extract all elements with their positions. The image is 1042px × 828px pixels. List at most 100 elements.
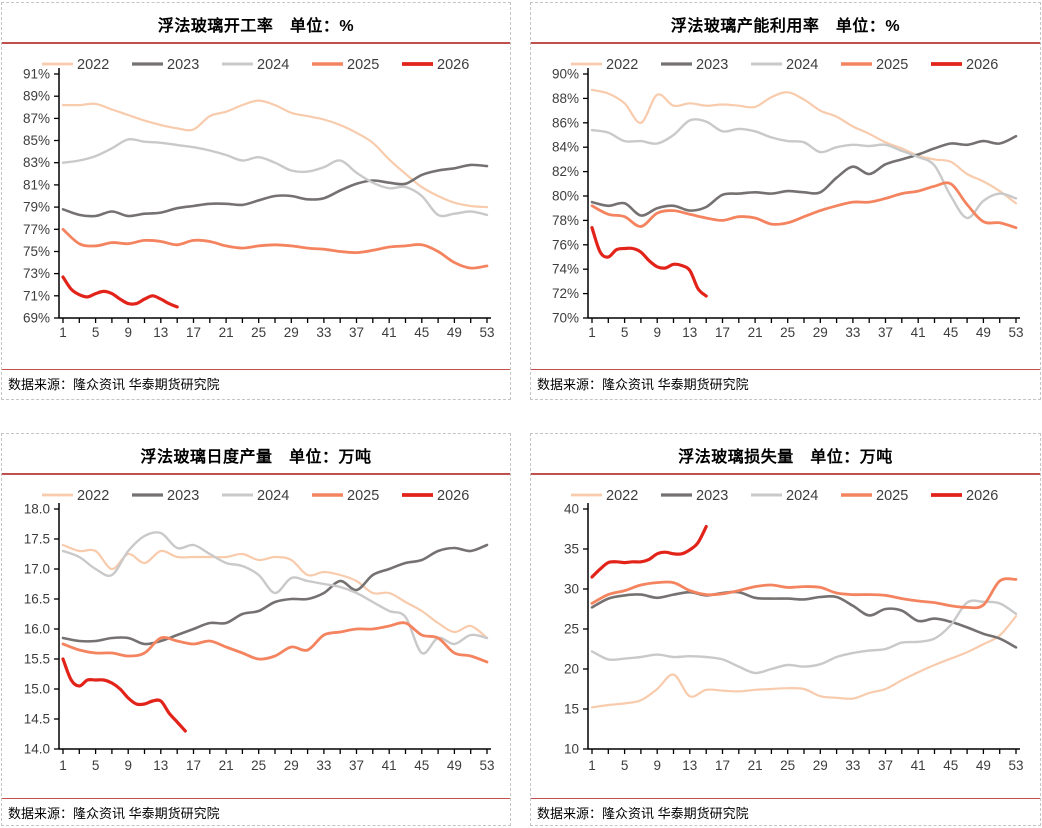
x-tick-label: 33 (316, 758, 331, 773)
panel-spacer (531, 351, 1040, 369)
y-tick-label: 73% (23, 266, 50, 281)
legend-label-2025: 2025 (347, 488, 379, 504)
y-tick-label: 91% (23, 67, 50, 82)
y-tick-label: 82% (552, 164, 579, 179)
x-tick-label: 1 (588, 325, 596, 340)
y-tick-label: 17.0 (24, 562, 50, 577)
y-tick-label: 18.0 (24, 502, 50, 517)
legend-label-2022: 2022 (77, 488, 109, 504)
series-line-2022 (61, 543, 489, 640)
legend-label-2024: 2024 (786, 57, 818, 73)
source-note: 数据来源：隆众资讯 华泰期货研究院 (8, 377, 220, 392)
y-tick-label: 25 (564, 622, 579, 637)
series-line-2026 (590, 525, 708, 579)
x-tick-label: 45 (943, 325, 958, 340)
legend-label-2023: 2023 (696, 57, 728, 73)
y-tick-label: 88% (552, 91, 579, 106)
legend-label-2025: 2025 (876, 57, 908, 73)
y-tick-label: 72% (552, 286, 579, 301)
title-rule (531, 42, 1040, 44)
x-tick-label: 29 (284, 758, 299, 773)
x-tick-label: 41 (382, 758, 397, 773)
series-line-2022 (590, 88, 1018, 205)
y-tick-label: 40 (564, 502, 579, 517)
legend-label-2024: 2024 (257, 57, 289, 73)
y-tick-label: 76% (552, 237, 579, 252)
y-tick-label: 20 (564, 662, 579, 677)
source-rule (531, 369, 1040, 370)
y-tick-label: 14.5 (24, 712, 50, 727)
x-tick-label: 1 (59, 325, 67, 340)
y-tick-label: 83% (23, 155, 50, 170)
y-tick-label: 74% (552, 262, 579, 277)
x-tick-label: 21 (748, 325, 763, 340)
y-tick-label: 16.5 (24, 592, 50, 607)
y-tick-label: 75% (23, 244, 50, 259)
line-chart-loss-volume: 2022 2023 2024 2025 2026 40 35 30 25 20 15 10 1 5 9 13 1… (531, 475, 1040, 798)
source-rule (2, 798, 510, 799)
legend-label-2026: 2026 (437, 57, 469, 73)
source-note: 数据来源：隆众资讯 华泰期货研究院 (537, 377, 749, 392)
x-tick-label: 9 (653, 758, 661, 773)
y-tick-label: 85% (23, 133, 50, 148)
x-tick-label: 1 (59, 758, 67, 773)
line-chart-daily-output: 2022 2023 2024 2025 2026 18.0 17.5 17.0 16.5 16.0… (2, 475, 510, 798)
x-tick-label: 25 (780, 758, 795, 773)
legend-label-2026: 2026 (966, 488, 998, 504)
y-tick-label: 89% (23, 89, 50, 104)
series-line-2025 (61, 621, 489, 664)
y-tick-label: 14.0 (24, 742, 50, 757)
legend-label-2026: 2026 (966, 57, 998, 73)
chart-svg: 2022 2023 2024 2025 2026 90% 88% 86% 84% 82% 80% 78… (552, 57, 1024, 340)
series-line-2025 (590, 577, 1018, 610)
panel-spacer (2, 351, 510, 369)
series-line-2022 (590, 615, 1018, 709)
series-line-2025 (61, 227, 489, 270)
chart-panel-capacity-utilization: 浮法玻璃产能利用率 单位：% 2022 2023 2024 2025 2026 90% 88… (530, 2, 1041, 400)
x-tick-label: 33 (845, 758, 860, 773)
x-tick-label: 25 (251, 758, 266, 773)
x-tick-label: 21 (219, 325, 234, 340)
source-note: 数据来源：隆众资讯 华泰期货研究院 (537, 806, 749, 821)
x-tick-label: 29 (284, 325, 299, 340)
x-tick-label: 37 (878, 758, 893, 773)
legend-label-2023: 2023 (167, 488, 199, 504)
y-tick-label: 71% (23, 288, 50, 303)
legend-label-2025: 2025 (347, 57, 379, 73)
x-tick-label: 45 (414, 325, 429, 340)
y-tick-label: 80% (552, 189, 579, 204)
chart-title: 浮法玻璃日度产量 单位：万吨 (140, 449, 372, 466)
x-tick-label: 37 (349, 325, 364, 340)
x-tick-label: 21 (748, 758, 763, 773)
chart-svg: 2022 2023 2024 2025 2026 91% 89% 87% 85% 83% 81% 79… (23, 57, 495, 340)
series-line-2026 (61, 275, 179, 309)
series-line-2026 (590, 226, 708, 298)
chart-panel-operating-rate: 浮法玻璃开工率 单位：% 2022 2023 2024 2025 2026 91% 89% 8… (1, 2, 511, 400)
x-tick-label: 17 (715, 758, 730, 773)
y-tick-label: 15 (564, 702, 579, 717)
legend-label-2024: 2024 (257, 488, 289, 504)
title-rule (2, 473, 510, 475)
x-tick-label: 53 (479, 325, 494, 340)
series-line-2023 (590, 590, 1018, 649)
x-tick-label: 29 (813, 758, 828, 773)
x-tick-label: 9 (124, 758, 132, 773)
y-tick-label: 30 (564, 582, 579, 597)
source-note: 数据来源：隆众资讯 华泰期货研究院 (8, 806, 220, 821)
x-tick-label: 5 (92, 325, 100, 340)
y-tick-label: 35 (564, 542, 579, 557)
series-line-2024 (61, 531, 489, 655)
y-tick-label: 81% (23, 177, 50, 192)
x-tick-label: 5 (92, 758, 100, 773)
series-line-2023 (590, 134, 1018, 217)
title-rule (531, 473, 1040, 475)
x-tick-label: 53 (1008, 758, 1023, 773)
x-tick-label: 9 (653, 325, 661, 340)
x-tick-label: 21 (219, 758, 234, 773)
x-tick-label: 9 (124, 325, 132, 340)
y-tick-label: 15.0 (24, 682, 50, 697)
line-chart-operating-rate: 2022 2023 2024 2025 2026 91% 89% 87% 85% 83% 81% 79… (2, 44, 510, 351)
series-line-2024 (61, 137, 489, 218)
